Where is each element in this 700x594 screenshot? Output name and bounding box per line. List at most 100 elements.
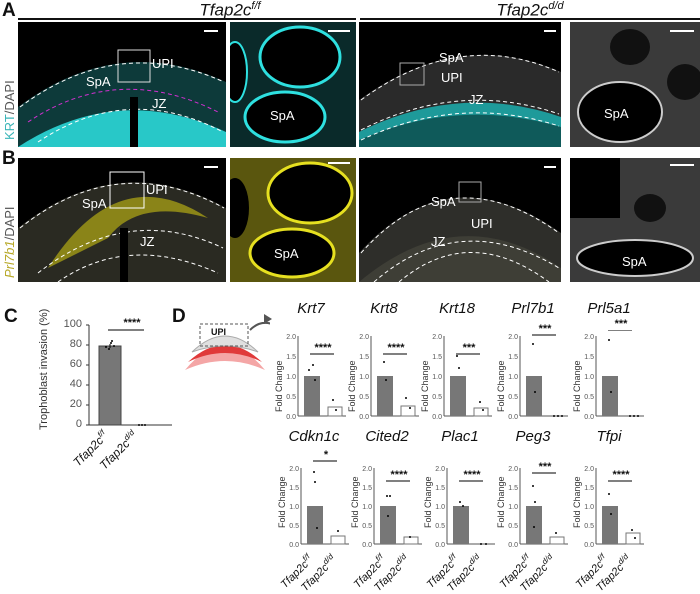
image-krt-mutant-overview: SpA UPI JZ bbox=[359, 22, 561, 147]
scale-bar bbox=[328, 30, 350, 32]
svg-text:0.5: 0.5 bbox=[584, 523, 594, 530]
svg-text:0.5: 0.5 bbox=[432, 394, 442, 401]
panel-label-b: B bbox=[2, 148, 16, 169]
svg-text:0.0: 0.0 bbox=[289, 542, 299, 549]
genotype-divider-control bbox=[18, 18, 356, 20]
svg-text:1.0: 1.0 bbox=[362, 504, 372, 511]
svg-text:0.0: 0.0 bbox=[432, 414, 442, 420]
genotype-title-mutant: Tfap2cd/d bbox=[496, 0, 564, 20]
svg-text:1.5: 1.5 bbox=[584, 485, 594, 492]
svg-text:0.5: 0.5 bbox=[359, 394, 369, 401]
chart-trophoblast-invasion: Trophoblast invasion (%) 100 80 60 40 20… bbox=[30, 300, 172, 472]
label-spa: SpA bbox=[270, 108, 295, 123]
image-krt-mutant-zoom: SpA bbox=[570, 22, 700, 147]
label-spa: SpA bbox=[431, 194, 456, 209]
scale-bar bbox=[670, 164, 694, 166]
svg-text:2.0: 2.0 bbox=[508, 334, 518, 341]
svg-text:1.0: 1.0 bbox=[508, 374, 518, 381]
svg-text:0.0: 0.0 bbox=[286, 414, 296, 420]
scale-bar bbox=[204, 166, 218, 168]
svg-text:1.0: 1.0 bbox=[584, 374, 594, 381]
panel-label-d: D bbox=[172, 306, 186, 327]
scale-bar bbox=[544, 30, 556, 32]
plot-area bbox=[86, 324, 172, 426]
label-spa: SpA bbox=[82, 196, 107, 211]
scale-bar bbox=[670, 30, 694, 32]
label-jz: JZ bbox=[140, 234, 155, 249]
significance-marker: **** bbox=[123, 317, 141, 329]
svg-text:1.5: 1.5 bbox=[432, 354, 442, 361]
image-prl7b1-mutant-zoom: SpA bbox=[570, 158, 700, 282]
image-prl7b1-mutant-overview: SpA UPI JZ bbox=[359, 158, 561, 282]
svg-text:2.0: 2.0 bbox=[286, 334, 296, 341]
image-prl7b1-control-zoom: SpA bbox=[230, 158, 356, 282]
chart-plac1: Plac1 Fold Change 2.0 1.5 1.0 0.5 0.0 **** T… bbox=[421, 428, 499, 594]
svg-text:0.5: 0.5 bbox=[362, 523, 372, 530]
svg-text:0.5: 0.5 bbox=[584, 394, 594, 401]
label-jz: JZ bbox=[469, 92, 484, 107]
scale-bar bbox=[544, 166, 556, 168]
chart-peg3: Peg3 Fold Change 2.0 1.5 1.0 0.5 0.0 *** Tfa… bbox=[494, 428, 572, 594]
svg-text:1.5: 1.5 bbox=[286, 354, 296, 361]
chart-cited2: Cited2 Fold Change 2.0 1.5 1.0 0.5 0.0 **** … bbox=[348, 428, 426, 594]
svg-text:1.0: 1.0 bbox=[432, 374, 442, 381]
panel-label-a: A bbox=[2, 0, 16, 21]
scale-bar bbox=[204, 30, 218, 32]
svg-text:0.5: 0.5 bbox=[508, 523, 518, 530]
label-spa: SpA bbox=[86, 74, 111, 89]
svg-text:1.5: 1.5 bbox=[289, 485, 299, 492]
svg-text:0.5: 0.5 bbox=[289, 523, 299, 530]
arrow-icon bbox=[264, 314, 272, 324]
chart-krt18: Krt18 Fold Change 2.0 1.5 1.0 0.5 0.0 *** bbox=[418, 300, 496, 425]
svg-text:1.0: 1.0 bbox=[286, 374, 296, 381]
genotype-title-control: Tfap2cf/f bbox=[199, 0, 261, 20]
row-label-b: Prl7b1/DAPI bbox=[2, 206, 17, 278]
svg-text:2.0: 2.0 bbox=[359, 334, 369, 341]
svg-text:1.0: 1.0 bbox=[359, 374, 369, 381]
svg-text:0.0: 0.0 bbox=[584, 414, 594, 420]
image-krt-control-zoom: SpA bbox=[230, 22, 356, 147]
svg-text:0.5: 0.5 bbox=[508, 394, 518, 401]
chart-tfpi: Tfpi Fold Change 2.0 1.5 1.0 0.5 0.0 **** Tf… bbox=[570, 428, 648, 594]
svg-text:0.0: 0.0 bbox=[508, 414, 518, 420]
scale-bar bbox=[328, 162, 350, 164]
label-jz: JZ bbox=[152, 96, 167, 111]
label-upi: UPI bbox=[146, 182, 168, 197]
svg-text:0.0: 0.0 bbox=[359, 414, 369, 420]
svg-text:1.5: 1.5 bbox=[508, 485, 518, 492]
svg-text:1.5: 1.5 bbox=[508, 354, 518, 361]
svg-text:1.5: 1.5 bbox=[584, 354, 594, 361]
svg-text:2.0: 2.0 bbox=[289, 466, 299, 473]
label-upi: UPI bbox=[471, 216, 493, 231]
svg-text:1.0: 1.0 bbox=[435, 504, 445, 511]
svg-text:0.0: 0.0 bbox=[584, 542, 594, 549]
label-upi: UPI bbox=[152, 56, 174, 71]
label-spa: SpA bbox=[622, 254, 647, 269]
label-spa: SpA bbox=[274, 246, 299, 261]
svg-text:0.5: 0.5 bbox=[435, 523, 445, 530]
image-prl7b1-control-overview: SpA UPI JZ bbox=[18, 158, 226, 282]
svg-text:1.5: 1.5 bbox=[362, 485, 372, 492]
row-label-a: KRT/DAPI bbox=[2, 80, 17, 140]
panel-label-c: C bbox=[4, 306, 18, 327]
chart-prl7b1: Prl7b1 Fold Change 2.0 1.5 1.0 0.5 0.0 *** bbox=[494, 300, 572, 425]
svg-text:0.0: 0.0 bbox=[508, 542, 518, 549]
label-upi: UPI bbox=[441, 70, 463, 85]
svg-text:2.0: 2.0 bbox=[362, 466, 372, 473]
chart-krt7: Krt7 Fold Change 2.0 1.5 1.0 0.5 0.0 **** bbox=[272, 300, 350, 425]
svg-text:1.0: 1.0 bbox=[584, 504, 594, 511]
chart-krt8: Krt8 Fold Change 2.0 1.5 1.0 0.5 0.0 **** bbox=[345, 300, 423, 425]
placenta-schematic bbox=[185, 322, 270, 370]
image-krt-control-overview: SpA UPI JZ bbox=[18, 22, 226, 147]
svg-text:0.5: 0.5 bbox=[286, 394, 296, 401]
svg-text:2.0: 2.0 bbox=[584, 466, 594, 473]
svg-text:1.0: 1.0 bbox=[289, 504, 299, 511]
svg-text:2.0: 2.0 bbox=[584, 334, 594, 341]
svg-text:2.0: 2.0 bbox=[508, 466, 518, 473]
label-jz: JZ bbox=[431, 234, 446, 249]
label-spa: SpA bbox=[604, 106, 629, 121]
svg-text:0.0: 0.0 bbox=[435, 542, 445, 549]
schematic-label-upi: UPI bbox=[211, 327, 227, 337]
chart-cdkn1c: Cdkn1c Fold Change 2.0 1.5 1.0 0.5 0.0 * Tfa… bbox=[275, 428, 353, 594]
y-axis-label: Trophoblast invasion (%) bbox=[38, 308, 50, 430]
